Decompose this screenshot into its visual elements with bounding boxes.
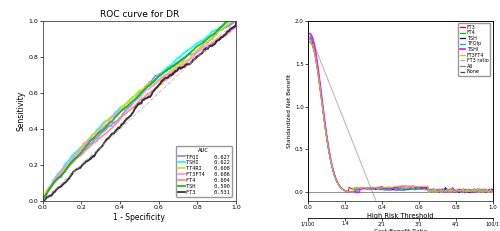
X-axis label: 1 - Specificity: 1 - Specificity <box>114 213 166 222</box>
Title: ROC curve for DR: ROC curve for DR <box>100 10 179 19</box>
Legend: FT3, FT4, TSH, TFQIp, TSHI, FT3FT4, FT3 ratio, All, None: FT3, FT4, TSH, TFQIp, TSHI, FT3FT4, FT3 … <box>458 23 490 76</box>
Legend: TFQI     0.627, TSHI     0.622, TT4RI    0.608, FT3FT4   0.606, FT4      0.604, : TFQI 0.627, TSHI 0.622, TT4RI 0.608, FT3… <box>176 146 232 197</box>
Y-axis label: Sensitivity: Sensitivity <box>16 91 26 131</box>
X-axis label: Cost:Benefit Ratio: Cost:Benefit Ratio <box>374 229 427 231</box>
Y-axis label: Standardized Net Benefit: Standardized Net Benefit <box>288 74 292 148</box>
X-axis label: High Risk Threshold: High Risk Threshold <box>367 213 434 219</box>
